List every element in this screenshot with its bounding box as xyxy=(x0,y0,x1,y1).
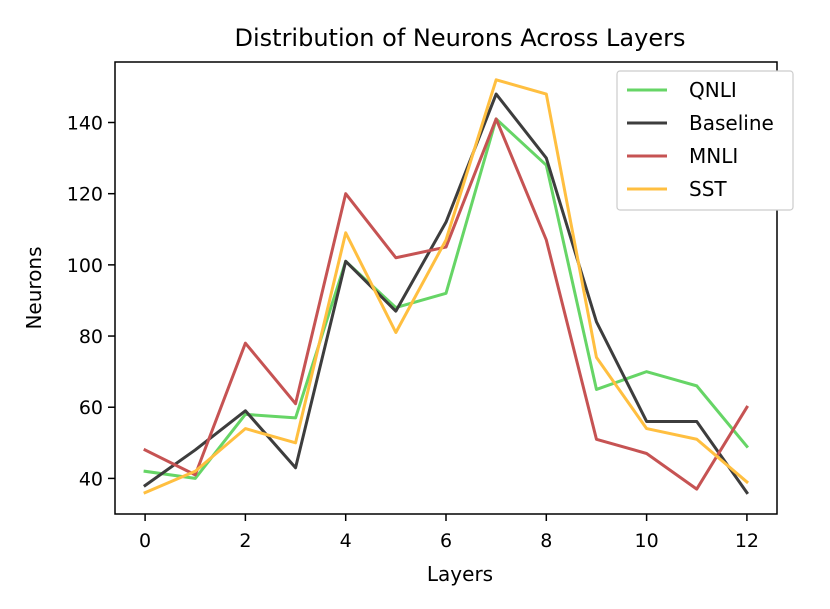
x-tick-label: 8 xyxy=(540,530,552,552)
series-line-baseline xyxy=(142,92,750,495)
x-tick-label: 10 xyxy=(635,530,659,552)
x-axis-ticks: 0 2 4 6 8 10 12 xyxy=(139,514,759,552)
legend-label-mnli: MNLI xyxy=(689,144,738,168)
y-tick-label: 100 xyxy=(67,255,103,277)
series-line-sst xyxy=(143,78,750,495)
chart-title: Distribution of Neurons Across Layers xyxy=(235,24,686,52)
legend-label-baseline: Baseline xyxy=(689,111,774,135)
legend-box xyxy=(616,70,794,211)
legend-entry-mnli: MNLI xyxy=(627,144,738,168)
x-axis-label: Layers xyxy=(427,562,493,586)
y-tick-label: 140 xyxy=(67,113,103,135)
legend-label-qnli: QNLI xyxy=(689,78,737,102)
y-tick-label: 120 xyxy=(67,184,103,206)
series-lines xyxy=(142,78,750,495)
y-axis-ticks: 40 60 80 100 120 140 xyxy=(67,113,115,490)
legend: QNLI Baseline MNLI SST xyxy=(616,70,794,211)
x-tick-label: 12 xyxy=(735,530,759,552)
x-tick-label: 2 xyxy=(239,530,251,552)
x-tick-label: 0 xyxy=(139,530,151,552)
series-line-qnli xyxy=(143,117,750,480)
legend-entry-sst: SST xyxy=(627,177,727,201)
y-tick-label: 40 xyxy=(79,468,103,490)
y-axis-label: Neurons xyxy=(22,246,46,329)
x-tick-label: 4 xyxy=(340,530,352,552)
x-tick-label: 6 xyxy=(440,530,452,552)
legend-entry-qnli: QNLI xyxy=(627,78,737,102)
legend-entry-baseline: Baseline xyxy=(627,111,774,135)
series-line-mnli xyxy=(143,117,749,491)
y-tick-label: 80 xyxy=(79,326,103,348)
legend-label-sst: SST xyxy=(689,177,727,201)
y-tick-label: 60 xyxy=(79,397,103,419)
